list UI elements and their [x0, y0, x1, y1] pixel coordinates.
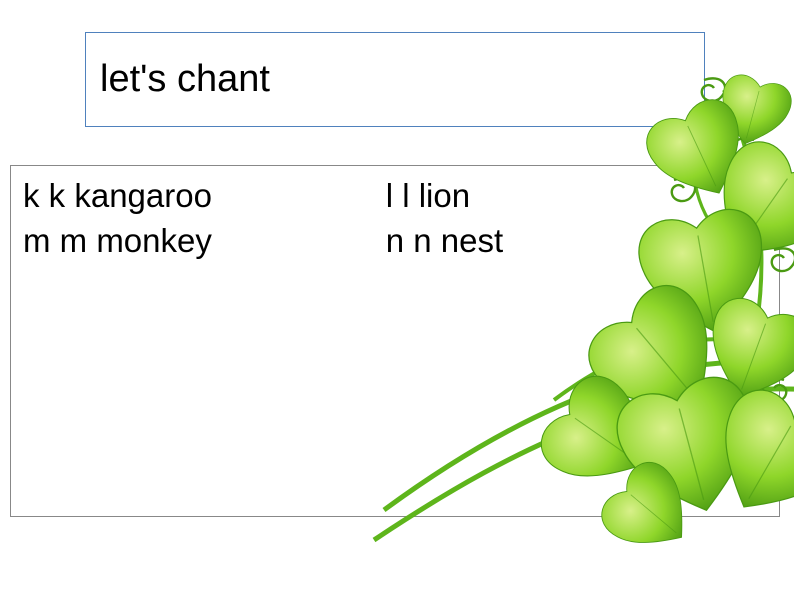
chant-cell: n n nest	[380, 219, 777, 264]
title-box: let's chant	[85, 32, 705, 127]
chant-cell: m m monkey	[13, 219, 380, 264]
chant-row: m m monkey n n nest	[13, 219, 777, 264]
chant-cell: k k kangaroo	[13, 174, 380, 219]
chant-row: k k kangaroo l l lion	[13, 174, 777, 219]
content-box: k k kangaroo l l lion m m monkey n n nes…	[10, 165, 780, 517]
title-text: let's chant	[100, 58, 270, 101]
chant-cell: l l lion	[380, 174, 777, 219]
